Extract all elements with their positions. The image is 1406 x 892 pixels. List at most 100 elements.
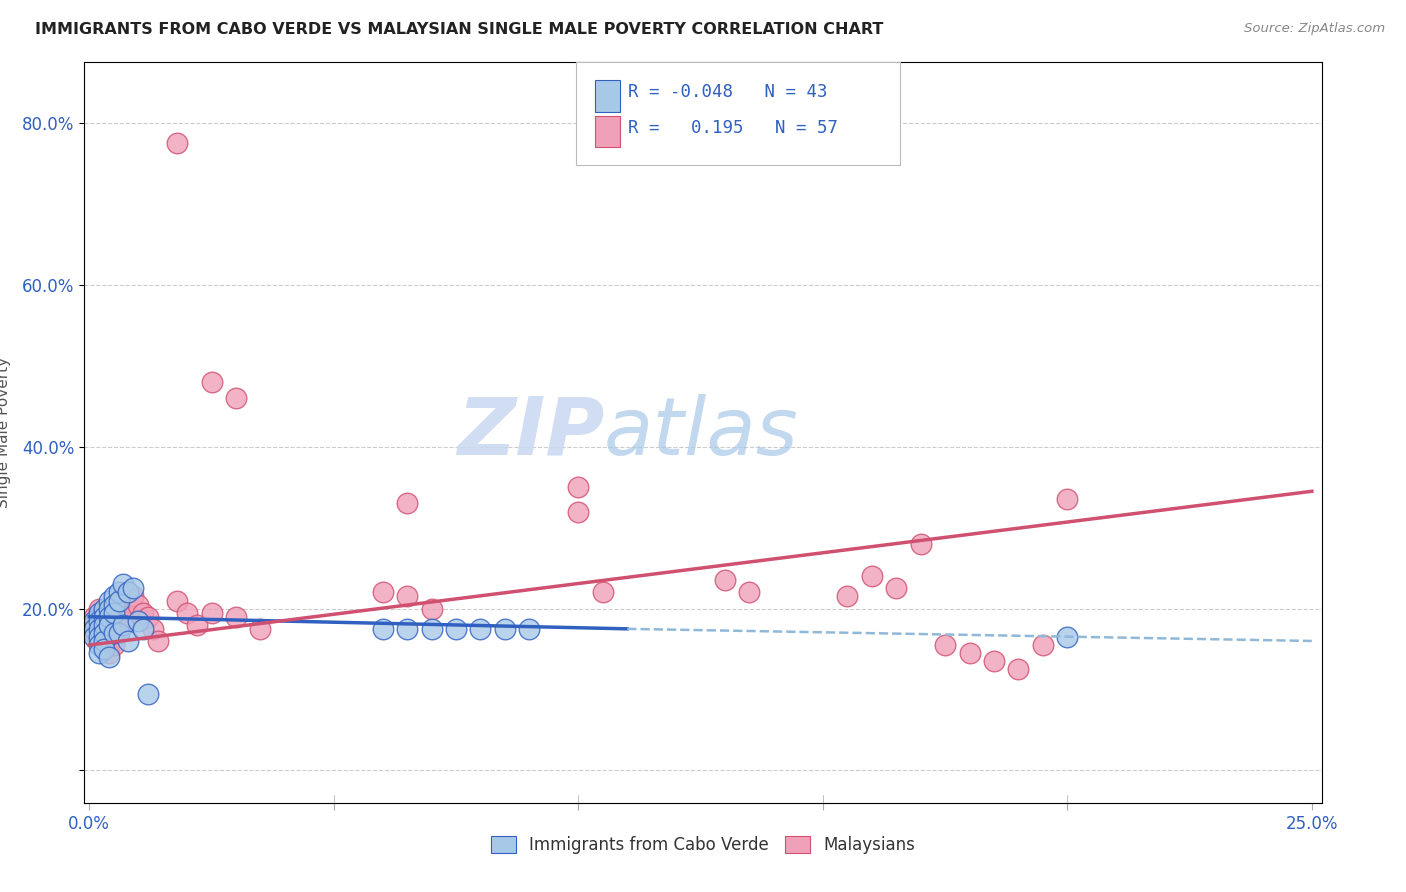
Point [83,614,105,628]
Point [860,569,883,583]
Point [396,622,419,636]
Point [200,606,222,620]
Point [117,585,139,599]
Point [87,630,110,644]
Point [592,585,614,599]
Point [97,601,120,615]
Point [83,626,105,640]
Point [494,622,516,636]
Point [1056,492,1078,507]
Point [83,609,105,624]
Point [103,626,125,640]
Point [884,582,907,596]
Point [87,606,110,620]
Point [117,585,139,599]
Point [107,626,129,640]
Point [103,590,125,604]
Point [371,622,394,636]
Point [200,375,222,389]
Point [93,634,115,648]
Point [93,638,115,652]
Point [371,585,394,599]
Point [910,537,932,551]
Point [127,598,149,612]
Point [103,598,125,612]
Point [87,622,110,636]
Point [519,622,541,636]
Point [87,617,110,632]
Point [93,642,115,657]
Point [567,504,589,518]
Point [837,590,859,604]
Point [136,609,159,624]
Y-axis label: Single Male Poverty: Single Male Poverty [0,357,11,508]
Point [396,590,419,604]
Text: IMMIGRANTS FROM CABO VERDE VS MALAYSIAN SINGLE MALE POVERTY CORRELATION CHART: IMMIGRANTS FROM CABO VERDE VS MALAYSIAN … [35,22,883,37]
Point [112,614,135,628]
Point [97,617,120,632]
Point [166,136,188,151]
Point [166,593,188,607]
Point [420,601,443,615]
Point [714,574,737,588]
Point [112,577,135,591]
Text: R = -0.048   N = 43: R = -0.048 N = 43 [628,83,828,101]
Point [107,593,129,607]
Legend: Immigrants from Cabo Verde, Malaysians: Immigrants from Cabo Verde, Malaysians [484,830,922,861]
Point [83,630,105,644]
Point [97,593,120,607]
Point [225,391,247,405]
Point [249,622,271,636]
Point [93,617,115,632]
Text: Source: ZipAtlas.com: Source: ZipAtlas.com [1244,22,1385,36]
Text: R =   0.195   N = 57: R = 0.195 N = 57 [628,119,838,136]
Point [83,617,105,632]
Point [103,614,125,628]
Point [93,609,115,624]
Point [103,598,125,612]
Point [444,622,467,636]
Point [112,617,135,632]
Point [225,609,247,624]
Point [97,626,120,640]
Point [93,601,115,615]
Text: ZIP: ZIP [457,393,605,472]
Point [117,634,139,648]
Point [97,609,120,624]
Point [93,630,115,644]
Point [93,626,115,640]
Point [132,606,155,620]
Point [87,646,110,660]
Point [107,593,129,607]
Point [107,601,129,615]
Point [396,496,419,510]
Point [176,606,198,620]
Point [136,687,159,701]
Point [107,622,129,636]
Point [103,606,125,620]
Point [87,609,110,624]
Point [112,590,135,604]
Point [1007,662,1029,676]
Point [97,617,120,632]
Point [420,622,443,636]
Point [567,480,589,494]
Point [959,646,981,660]
Point [87,638,110,652]
Point [97,646,120,660]
Point [142,622,165,636]
Point [93,606,115,620]
Point [186,617,208,632]
Point [934,638,956,652]
Point [103,606,125,620]
Point [132,622,155,636]
Point [122,590,145,604]
Point [93,622,115,636]
Point [117,609,139,624]
Point [87,614,110,628]
Point [738,585,761,599]
Point [97,601,120,615]
Point [87,601,110,615]
Point [146,634,169,648]
Point [1032,638,1054,652]
